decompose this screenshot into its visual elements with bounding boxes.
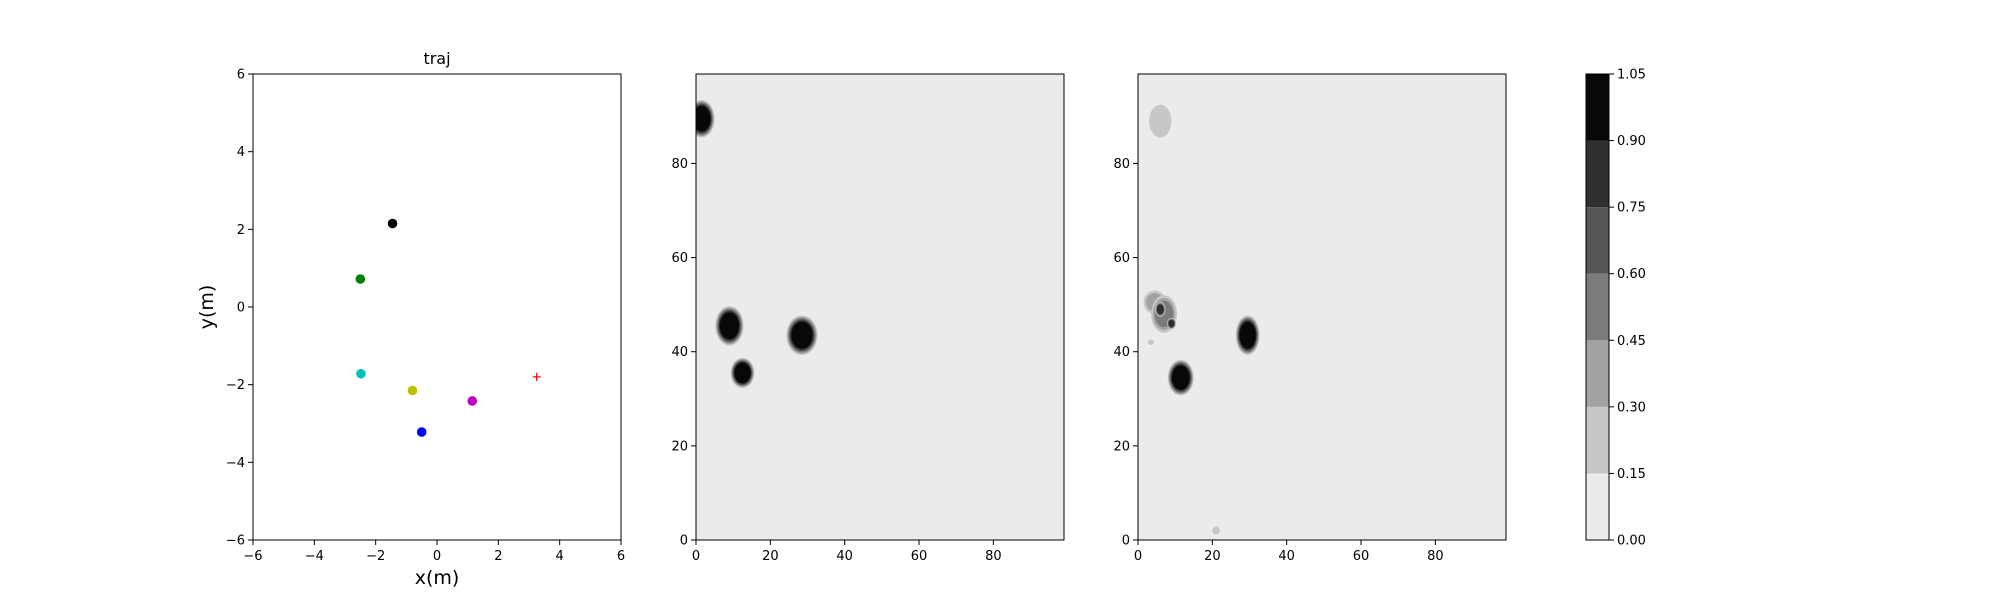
colorbar-tick-label: 1.05 bbox=[1617, 68, 1646, 83]
x-tick-label: 20 bbox=[762, 549, 779, 564]
x-tick-label: −6 bbox=[243, 549, 262, 564]
colorbar-band bbox=[1586, 140, 1609, 208]
heatmap-blob bbox=[1156, 304, 1164, 315]
traj-panel: traj −6 −4 −2 0 2 4 6 −6 −4 −2 0 2 4 6 x(m) y(m) bbox=[196, 49, 625, 589]
traj-xlabel: x(m) bbox=[415, 567, 460, 589]
colorbar-frame bbox=[1585, 73, 1610, 541]
y-tick-label: 80 bbox=[1113, 157, 1130, 172]
x-tick-label: 6 bbox=[617, 549, 625, 564]
x-tick-label: −2 bbox=[366, 549, 385, 564]
y-tick-label: 20 bbox=[671, 439, 688, 454]
heatmap-1-background bbox=[696, 74, 1064, 540]
blob-layer bbox=[1143, 104, 1260, 535]
traj-plot-area bbox=[253, 74, 621, 540]
heatmap-2-background bbox=[1138, 74, 1506, 540]
colorbar-tick-label: 0.60 bbox=[1617, 267, 1646, 282]
heatmap-blob bbox=[1149, 104, 1172, 138]
x-tick-label: 20 bbox=[1204, 549, 1221, 564]
heatmap-blob bbox=[1172, 366, 1189, 389]
heatmap-blob bbox=[792, 323, 812, 348]
x-tick-label: 0 bbox=[692, 549, 700, 564]
scatter-point bbox=[467, 396, 478, 406]
y-tick-label: 40 bbox=[1113, 345, 1130, 360]
traj-ylabel: y(m) bbox=[196, 285, 218, 330]
colorbar: 0.00 0.15 0.30 0.45 0.60 0.75 0.90 1.05 bbox=[1585, 68, 1646, 549]
scatter-point bbox=[387, 218, 398, 229]
traj-plot-frame bbox=[252, 73, 622, 541]
x-tick-label: 80 bbox=[1427, 549, 1444, 564]
heatmap-2-ticks: 0 20 40 60 80 0 20 40 60 80 bbox=[1113, 157, 1443, 564]
x-tick-label: 60 bbox=[1353, 549, 1370, 564]
heatmap-blob bbox=[1148, 339, 1154, 346]
x-tick-label: 2 bbox=[494, 549, 502, 564]
colorbar-band bbox=[1586, 406, 1609, 474]
scatter-point bbox=[407, 385, 418, 396]
heatmap-panel-2: 0 20 40 60 80 0 20 40 60 80 bbox=[1113, 73, 1507, 564]
colorbar-band bbox=[1586, 340, 1609, 407]
y-tick-label: 60 bbox=[671, 251, 688, 266]
heatmap-1-frame bbox=[695, 73, 1065, 541]
colorbar-tick-label: 0.15 bbox=[1617, 467, 1646, 482]
scatter-point bbox=[356, 368, 366, 379]
y-tick-label: 20 bbox=[1113, 439, 1130, 454]
colorbar-ticks: 0.00 0.15 0.30 0.45 0.60 0.75 0.90 1.05 bbox=[1609, 68, 1646, 549]
colorbar-tick-label: 0.45 bbox=[1617, 334, 1646, 349]
x-tick-label: 80 bbox=[985, 549, 1002, 564]
scatter-point bbox=[355, 274, 366, 284]
heatmap-1-blobs bbox=[696, 99, 818, 388]
traj-points bbox=[355, 218, 541, 437]
heatmap-blob bbox=[735, 363, 750, 383]
heatmap-1-ticks: 0 20 40 60 80 0 20 40 60 80 bbox=[671, 157, 1001, 564]
y-tick-label: −4 bbox=[226, 456, 245, 471]
y-tick-label: 4 bbox=[237, 145, 245, 160]
colorbar-tick-label: 0.30 bbox=[1617, 400, 1646, 415]
plus-marker bbox=[532, 372, 541, 381]
heatmap-2-blobs bbox=[1143, 104, 1260, 535]
y-tick-label: −6 bbox=[226, 534, 245, 549]
colorbar-tick-label: 0.90 bbox=[1617, 134, 1646, 149]
colorbar-band bbox=[1586, 207, 1609, 274]
y-tick-label: 2 bbox=[237, 223, 245, 238]
y-tick-label: 40 bbox=[671, 345, 688, 360]
scatter-point bbox=[416, 427, 427, 437]
x-tick-label: −4 bbox=[305, 549, 324, 564]
y-tick-label: 6 bbox=[237, 68, 245, 83]
colorbar-band bbox=[1586, 273, 1609, 341]
heatmap-panel-1: 0 20 40 60 80 0 20 40 60 80 bbox=[671, 73, 1065, 564]
y-tick-label: 80 bbox=[671, 157, 688, 172]
blob-layer bbox=[696, 99, 818, 388]
colorbar-band bbox=[1586, 473, 1609, 540]
y-tick-label: 60 bbox=[1113, 251, 1130, 266]
x-tick-label: 40 bbox=[1278, 549, 1295, 564]
y-tick-label: 0 bbox=[237, 301, 245, 316]
x-tick-label: 60 bbox=[911, 549, 928, 564]
colorbar-tick-label: 0.00 bbox=[1617, 534, 1646, 549]
y-tick-label: −2 bbox=[226, 378, 245, 393]
heatmap-blob bbox=[1213, 527, 1219, 534]
heatmap-2-frame bbox=[1137, 73, 1507, 541]
heatmap-blob bbox=[1240, 323, 1255, 348]
colorbar-bands bbox=[1586, 74, 1609, 540]
heatmap-blob bbox=[696, 107, 710, 131]
x-tick-label: 40 bbox=[836, 549, 853, 564]
colorbar-tick-label: 0.75 bbox=[1617, 201, 1646, 216]
traj-title: traj bbox=[423, 49, 450, 68]
y-tick-label: 0 bbox=[680, 534, 688, 549]
heatmap-blob bbox=[720, 313, 739, 338]
x-tick-label: 4 bbox=[556, 549, 564, 564]
heatmap-blob bbox=[1168, 319, 1175, 328]
x-tick-label: 0 bbox=[1134, 549, 1142, 564]
traj-ticks: −6 −4 −2 0 2 4 6 −6 −4 −2 0 2 4 6 bbox=[226, 68, 625, 565]
colorbar-band bbox=[1586, 74, 1609, 141]
y-tick-label: 0 bbox=[1122, 534, 1130, 549]
x-tick-label: 0 bbox=[433, 549, 441, 564]
